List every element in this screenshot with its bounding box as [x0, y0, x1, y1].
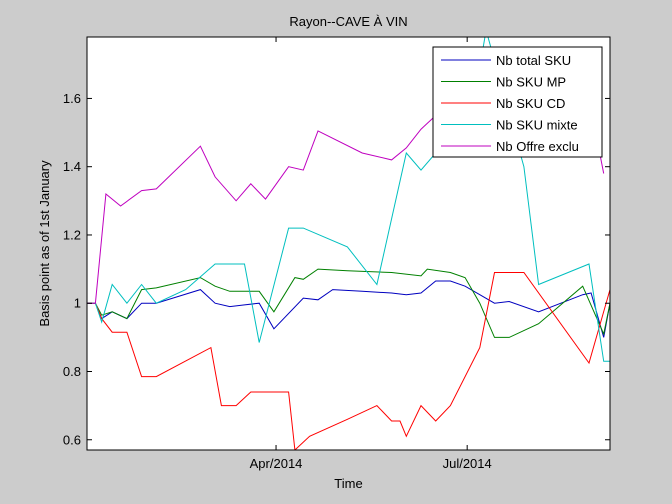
x-tick-label: Jul/2014: [443, 456, 492, 471]
x-axis-ticks: Apr/2014 Jul/2014: [250, 37, 492, 471]
legend-label: Nb SKU mixte: [496, 118, 578, 133]
legend-box: [432, 46, 603, 158]
y-tick-label: 1.4: [63, 159, 81, 174]
x-tick-label: Apr/2014: [250, 456, 303, 471]
series-line-0: [87, 280, 610, 338]
series-line-1: [87, 268, 610, 338]
series-line-3: [87, 37, 610, 362]
y-tick-label: 1.2: [63, 227, 81, 242]
legend-label: Nb total SKU: [496, 53, 571, 68]
y-tick-label: 1: [74, 296, 81, 311]
legend-label: Nb Offre exclu: [496, 139, 579, 154]
y-tick-label: 0.6: [63, 432, 81, 447]
chart-title: Rayon--CAVE À VIN: [289, 14, 407, 29]
series-line-2: [87, 272, 610, 450]
y-tick-label: 0.8: [63, 364, 81, 379]
legend: Nb total SKU Nb SKU MP Nb SKU CD Nb SKU mix…: [432, 46, 603, 158]
legend-label: Nb SKU CD: [496, 96, 565, 111]
x-axis-label: Time: [334, 476, 362, 491]
y-axis-label: Basis point as of 1st January: [37, 160, 52, 327]
y-axis-ticks: 0.6 0.8 1 1.2 1.4 1.6: [63, 91, 610, 447]
plot-frame: [86, 36, 611, 451]
legend-label: Nb SKU MP: [496, 75, 566, 90]
y-tick-label: 1.6: [63, 91, 81, 106]
